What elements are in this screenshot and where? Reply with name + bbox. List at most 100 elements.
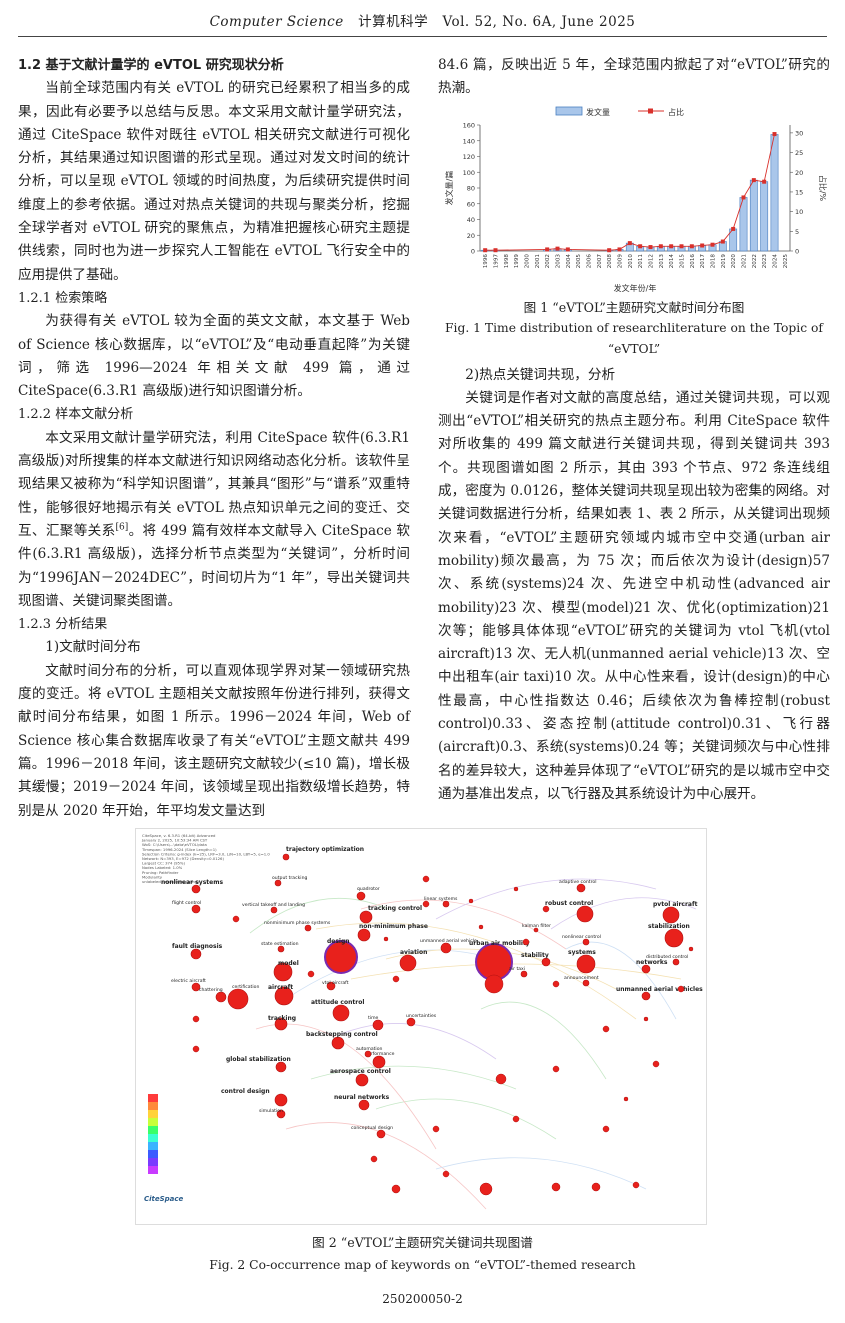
keyword-label: distributed control	[646, 954, 688, 960]
keyword-node: distributed control	[646, 954, 688, 966]
keyword-node-circle	[672, 958, 680, 966]
keyword-label: tracking	[268, 1015, 296, 1022]
keyword-node-unlabeled	[442, 1170, 450, 1178]
y-tick-label: 40	[467, 216, 475, 224]
keyword-node-circle	[664, 928, 684, 948]
keyword-node-unlabeled	[307, 970, 315, 978]
y2-tick-label: 10	[795, 208, 803, 216]
network-link	[550, 897, 697, 930]
keyword-label: electric aircraft	[171, 978, 206, 984]
x-tick-label: 2016	[690, 253, 696, 268]
keyword-node: control design	[221, 1088, 288, 1107]
keyword-node-circle	[227, 988, 249, 1010]
keyword-label: design	[327, 938, 350, 945]
color-scale-segment	[148, 1126, 158, 1134]
keyword-node: tracking	[268, 1015, 296, 1031]
keyword-node-circle	[215, 991, 227, 1003]
keyword-label: control design	[221, 1088, 270, 1095]
keyword-node-unlabeled	[552, 980, 560, 988]
keyword-node-circle	[406, 1017, 416, 1027]
x-axis-title: 发文年份/年	[614, 283, 657, 293]
keyword-node-circle	[520, 970, 528, 978]
y-tick-label: 60	[467, 200, 475, 208]
x-tick-label: 2017	[700, 253, 706, 268]
keyword-node-unlabeled	[643, 1016, 649, 1022]
keyword-node-circle	[364, 1050, 372, 1058]
keyword-label: quadrotor	[357, 886, 380, 892]
keyword-node-unlabeled	[383, 936, 389, 942]
share-point	[638, 243, 643, 248]
keyword-node: pvtol aircraft	[653, 901, 698, 924]
keyword-node: neural networks	[334, 1094, 390, 1111]
paragraph-intro: 当前全球范围内有关 eVTOL 的研究已经累积了相当多的成果，因此有必要予以总结…	[18, 80, 410, 283]
x-tick-label: 2011	[638, 253, 644, 268]
keyword-node-circle	[331, 1036, 345, 1050]
left-column: 1.2 基于文献计量学的 eVTOL 研究现状分析 当前全球范围内有关 eVTO…	[18, 54, 410, 823]
keyword-node-unlabeled	[479, 1182, 493, 1196]
keyword-node: aircraft	[268, 984, 294, 1006]
x-tick-label: 2010	[628, 253, 634, 268]
keyword-node: vtol aircraft	[322, 980, 349, 991]
y-tick-label: 20	[467, 231, 475, 239]
keyword-node-unlabeled	[422, 900, 430, 908]
right-column: 84.6 篇，反映出近 5 年，全球范围内掀起了对“eVTOL”研究的热潮。 发…	[438, 54, 830, 806]
keyword-node: design	[324, 938, 358, 974]
legend-marker-line	[648, 108, 653, 114]
keyword-node: aerospace control	[330, 1068, 391, 1087]
x-tick-label: 1996	[483, 253, 489, 268]
keyword-node-unlabeled	[602, 1125, 610, 1133]
y-tick-label: 140	[463, 137, 475, 145]
keyword-node: stabilization	[648, 923, 690, 948]
share-point	[720, 239, 725, 244]
keyword-node-circle	[576, 883, 586, 893]
paragraph-sample: 本文采用文献计量学研究法，利用 CiteSpace 软件(6.3.R1 高级版)…	[18, 427, 410, 613]
keyword-node-circle	[191, 884, 201, 894]
color-scale-segment	[148, 1142, 158, 1150]
keyword-label: stabilization	[648, 923, 690, 930]
paragraph-continued: 84.6 篇，反映出近 5 年，全球范围内掀起了对“eVTOL”研究的热潮。	[438, 57, 830, 97]
keyword-node-circle	[533, 927, 539, 933]
share-point	[700, 243, 705, 248]
keyword-label: flight control	[172, 900, 201, 906]
figure-2-caption-en: Fig. 2 Co-occurrence map of keywords on …	[209, 1258, 636, 1272]
network-link	[340, 1023, 497, 1060]
keyword-label: systems	[568, 949, 596, 956]
subheading-time-dist: 1)文献时间分布	[45, 639, 141, 656]
citespace-info-line: January 2, 2025, 10:53:34 AM CST	[141, 838, 208, 843]
x-tick-label: 2023	[762, 253, 768, 268]
keyword-node-unlabeled	[551, 1182, 561, 1192]
x-tick-label: 2021	[742, 253, 748, 268]
keyword-node-circle	[332, 1004, 350, 1022]
section-heading-1-2: 1.2 基于文献计量学的 eVTOL 研究现状分析	[18, 58, 284, 73]
keyword-node-circle	[662, 906, 680, 924]
keyword-node: global stabilization	[226, 1056, 291, 1073]
header-rule	[18, 36, 827, 37]
network-link	[249, 897, 389, 934]
keyword-node: state estimation	[261, 941, 299, 953]
keyword-node: vertical takeoff and landing	[242, 902, 305, 914]
network-svg: CiteSpace, v. 6.3.R1 (64-bit) AdvancedJa…	[141, 833, 703, 1210]
keyword-node-circle	[376, 1129, 386, 1139]
bar	[760, 180, 769, 251]
keyword-label: trajectory optimization	[286, 846, 364, 853]
keyword-label: urban air mobility	[469, 940, 530, 947]
keyword-node-unlabeled	[522, 938, 530, 946]
keyword-label: stability	[521, 952, 549, 959]
keyword-node-unlabeled	[432, 1125, 440, 1133]
citation-ref[interactable]: [6]	[115, 522, 129, 533]
x-tick-label: 2003	[556, 253, 562, 268]
keyword-node: uncertainties	[406, 1013, 437, 1027]
share-point	[731, 226, 736, 231]
keyword-node: performance	[365, 1051, 395, 1069]
x-tick-label: 2025	[783, 253, 789, 268]
keyword-label: nonlinear systems	[161, 879, 223, 886]
keyword-label: nonlinear control	[562, 934, 601, 940]
keyword-node-circle	[372, 1019, 384, 1031]
keyword-node-circle	[541, 957, 551, 967]
x-tick-label: 2006	[587, 253, 593, 268]
color-scale-segment	[148, 1110, 158, 1118]
keyword-node-circle	[372, 1055, 386, 1069]
keyword-node-circle	[273, 962, 293, 982]
keyword-label: automation	[356, 1046, 383, 1052]
paragraph-time-dist: 文献时间分布的分析，可以直观体现学界对某一领域研究热度的变迁。将 eVTOL 主…	[18, 662, 410, 819]
